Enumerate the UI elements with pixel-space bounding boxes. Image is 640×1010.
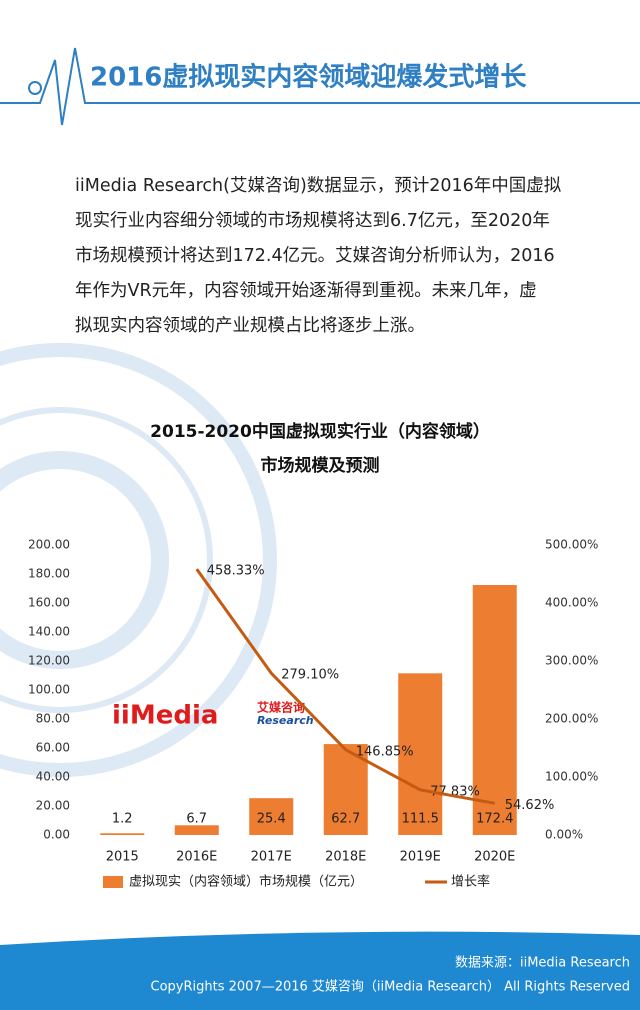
footer-source: 数据来源：iiMedia Research: [455, 956, 630, 971]
watermark-logo: iiMedia: [112, 701, 218, 731]
y-tick-label: 80.00: [36, 712, 70, 726]
legend-label: 增长率: [451, 874, 490, 890]
paragraph-line: 年作为VR元年，内容领域开始逐渐得到重视。未来几年，虚: [75, 281, 537, 301]
line-label: 458.33%: [207, 564, 265, 579]
line-label: 279.10%: [281, 668, 339, 683]
legend-swatch: [103, 876, 123, 888]
line-label: 54.62%: [505, 798, 555, 813]
bar-label: 6.7: [186, 812, 207, 827]
paragraph-line: 现实行业内容细分领域的市场规模将达到6.7亿元，至2020年: [75, 211, 550, 231]
y2-tick-label: 300.00%: [545, 654, 598, 668]
paragraph-line: 市场规模预计将达到172.4亿元。艾媒咨询分析师认为，2016: [75, 246, 555, 266]
x-tick-label: 2019E: [400, 850, 441, 865]
header-title: 2016虚拟现实内容领域迎爆发式增长: [90, 62, 527, 93]
watermark-cn: 艾媒咨询: [257, 700, 305, 715]
footer-copyright: CopyRights 2007—2016 艾媒咨询（iiMedia Resear…: [151, 980, 630, 995]
decor: [0, 343, 277, 777]
y-tick-label: 120.00: [28, 654, 70, 668]
y-tick-label: 140.00: [28, 625, 70, 639]
chart-subtitle: 市场规模及预测: [261, 455, 380, 476]
line-label: 146.85%: [356, 744, 414, 759]
y2-tick-label: 500.00%: [545, 538, 598, 552]
growth-line: [195, 568, 496, 805]
footer-band: [0, 931, 640, 1010]
y2-tick-label: 400.00%: [545, 596, 598, 610]
bar-label: 1.2: [112, 812, 133, 827]
y-tick-label: 60.00: [36, 741, 70, 755]
watermark-en: Research: [257, 714, 314, 727]
chart-title: 2015-2020中国虚拟现实行业（内容领域）: [150, 421, 490, 442]
paragraph-line: 拟现实内容领域的产业规模占比将逐步上涨。: [75, 316, 425, 336]
y2-tick-label: 100.00%: [545, 770, 598, 784]
x-tick-label: 2016E: [176, 850, 217, 865]
header-icon: [28, 81, 42, 95]
x-tick-label: 2017E: [251, 850, 292, 865]
legend-label: 虚拟现实（内容领域）市场规模（亿元）: [129, 874, 363, 890]
bar: [100, 833, 145, 835]
bar-label: 25.4: [257, 812, 286, 827]
line-label: 77.83%: [430, 784, 480, 799]
y-tick-label: 100.00: [28, 683, 70, 697]
x-tick-label: 2015: [106, 850, 139, 865]
y-tick-label: 200.00: [28, 538, 70, 552]
y-tick-label: 160.00: [28, 596, 70, 610]
x-tick-label: 2018E: [325, 850, 366, 865]
paragraph-line: iiMedia Research(艾媒咨询)数据显示，预计2016年中国虚拟: [75, 176, 562, 196]
y-tick-label: 40.00: [36, 770, 70, 784]
bar: [249, 798, 294, 835]
header-line: [0, 47, 640, 126]
y-tick-label: 180.00: [28, 567, 70, 581]
y2-tick-label: 0.00%: [545, 828, 583, 842]
y2-tick-label: 200.00%: [545, 712, 598, 726]
bar-label: 111.5: [402, 812, 439, 827]
bar: [398, 673, 443, 835]
bar: [472, 585, 517, 835]
bar: [174, 825, 219, 835]
x-tick-label: 2020E: [474, 850, 515, 865]
y-tick-label: 20.00: [36, 799, 70, 813]
bar-label: 172.4: [476, 812, 513, 827]
y-tick-label: 0.00: [43, 828, 70, 842]
bar-label: 62.7: [331, 812, 360, 827]
